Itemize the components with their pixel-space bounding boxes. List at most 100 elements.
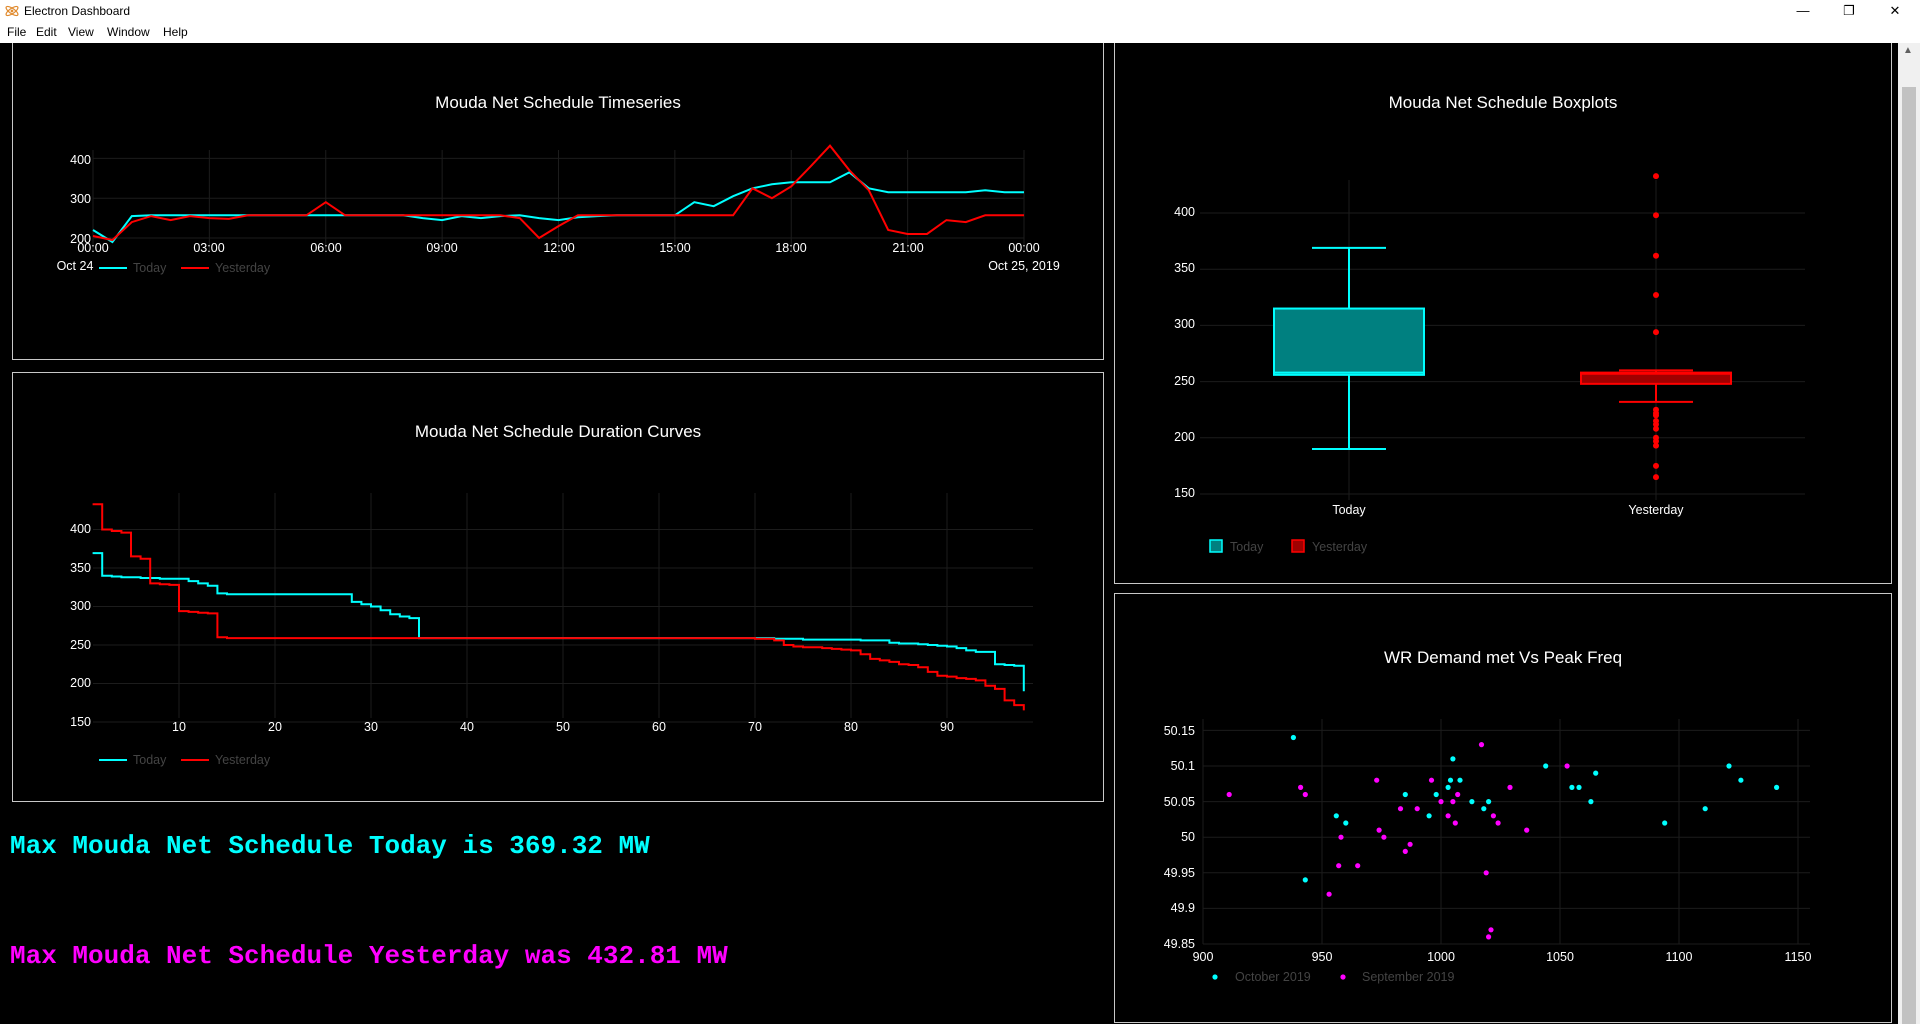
x-tick: 40 xyxy=(460,720,474,734)
x-tick: 1000 xyxy=(1427,950,1455,964)
legend-yesterday[interactable]: Yesterday xyxy=(1312,540,1368,554)
x-tick: 1150 xyxy=(1785,950,1812,964)
outlier-point xyxy=(1653,329,1659,336)
electron-app-icon xyxy=(5,5,19,17)
scatter-point-october xyxy=(1402,791,1408,798)
outlier-point xyxy=(1653,252,1659,259)
x-tick: 90 xyxy=(940,720,954,734)
scatter-point-october xyxy=(1447,777,1454,783)
legend-october[interactable]: October 2019 xyxy=(1235,970,1311,984)
scatter-point-october xyxy=(1726,763,1732,769)
legend-yesterday[interactable]: Yesterday xyxy=(215,753,271,767)
legend-yesterday-swatch xyxy=(1291,539,1305,553)
scatter-point-september xyxy=(1397,806,1404,812)
boxplot-title: Mouda Net Schedule Boxplots xyxy=(1389,93,1618,112)
y-tick: 300 xyxy=(70,192,91,206)
y-tick: 300 xyxy=(1174,317,1195,331)
box-iqr xyxy=(1273,307,1425,376)
x-tick: 900 xyxy=(1193,950,1214,964)
menu-help[interactable]: Help xyxy=(163,25,188,39)
legend-yesterday[interactable]: Yesterday xyxy=(215,261,271,275)
scatter-point-september xyxy=(1374,777,1380,783)
y-tick: 400 xyxy=(70,522,91,536)
scatter-point-october xyxy=(1302,877,1308,883)
duration-chart: Mouda Net Schedule Duration Curves 10 20… xyxy=(70,422,1033,767)
scatter-point-september xyxy=(1564,763,1570,769)
vertical-scrollbar[interactable]: ▲ xyxy=(1898,43,1920,1024)
scrollbar-thumb[interactable] xyxy=(1902,87,1916,1024)
scatter-point-october xyxy=(1433,791,1439,798)
menu-edit[interactable]: Edit xyxy=(36,25,57,39)
y-tick: 200 xyxy=(70,232,91,246)
scatter-xaxis: 900 950 1000 1050 1100 1150 xyxy=(1193,950,1812,964)
y-tick: 49.85 xyxy=(1164,937,1195,951)
scatter-point-october xyxy=(1593,770,1599,776)
y-tick: 300 xyxy=(70,599,91,613)
scatter-point-september xyxy=(1488,927,1494,933)
timeseries-xaxis: 00:00 03:00 06:00 09:00 12:00 15:00 18:0… xyxy=(57,241,1060,273)
scatter-point-october xyxy=(1486,799,1492,805)
scatter-point-october xyxy=(1569,784,1575,790)
legend-today[interactable]: Today xyxy=(133,753,167,767)
x-tick: 06:00 xyxy=(310,241,341,255)
scatter-point-september xyxy=(1336,863,1342,869)
scatter-point-october xyxy=(1343,820,1349,826)
scatter-point-october xyxy=(1457,777,1463,783)
x-tick: 60 xyxy=(652,720,666,734)
max-today-text: Max Mouda Net Schedule Today is 369.32 M… xyxy=(10,831,650,861)
menu-file[interactable]: File xyxy=(7,25,27,39)
scatter-point-september xyxy=(1486,934,1492,940)
restore-button[interactable]: ❐ xyxy=(1843,3,1855,18)
boxplot-legend: Today Yesterday xyxy=(1209,539,1368,554)
outlier-point xyxy=(1653,462,1659,469)
menu-bar: File Edit View Window Help xyxy=(0,22,1920,43)
legend-today[interactable]: Today xyxy=(133,261,167,275)
x-category-today: Today xyxy=(1332,503,1366,517)
y-tick: 50.05 xyxy=(1164,795,1195,809)
scatter-point-september xyxy=(1376,827,1382,833)
menu-window[interactable]: Window xyxy=(107,25,150,39)
scatter-point-september xyxy=(1381,834,1387,840)
duration-title: Mouda Net Schedule Duration Curves xyxy=(415,422,701,441)
scatter-point-october xyxy=(1469,799,1475,805)
close-button[interactable]: ✕ xyxy=(1889,3,1901,18)
x-tick: 950 xyxy=(1312,950,1333,964)
y-tick: 49.95 xyxy=(1164,866,1195,880)
x-tick: 20 xyxy=(268,720,282,734)
scatter-point-october xyxy=(1333,813,1339,819)
scatter-title: WR Demand met Vs Peak Freq xyxy=(1384,648,1622,667)
y-tick: 350 xyxy=(70,561,91,575)
outlier-point xyxy=(1653,292,1659,299)
outlier-point xyxy=(1653,442,1659,449)
scatter-point-september xyxy=(1455,791,1461,798)
box-today xyxy=(1273,246,1425,451)
scroll-up-arrow-icon[interactable]: ▲ xyxy=(1903,45,1913,56)
duration-panel: Mouda Net Schedule Duration Curves 10 20… xyxy=(12,372,1104,802)
legend-today[interactable]: Today xyxy=(1230,540,1264,554)
scatter-panel: WR Demand met Vs Peak Freq 900 950 1000 … xyxy=(1114,593,1892,1023)
scatter-point-september xyxy=(1524,827,1530,833)
x-tick: 30 xyxy=(364,720,378,734)
window-title: Electron Dashboard xyxy=(24,4,131,18)
scatter-point-october xyxy=(1450,756,1456,762)
menu-view[interactable]: View xyxy=(68,25,94,39)
minimize-button[interactable]: — xyxy=(1796,3,1810,18)
scatter-point-october xyxy=(1738,777,1744,783)
outlier-point xyxy=(1653,438,1659,445)
scatter-point-september xyxy=(1298,784,1304,790)
x-tick-date-right: Oct 25, 2019 xyxy=(988,259,1060,273)
box-yesterday xyxy=(1580,173,1732,481)
legend-september[interactable]: September 2019 xyxy=(1362,970,1454,984)
scatter-point-september xyxy=(1402,848,1408,854)
scatter-point-october xyxy=(1481,806,1487,812)
x-tick: 70 xyxy=(748,720,762,734)
scatter-point-september xyxy=(1507,784,1513,790)
x-tick: 15:00 xyxy=(659,241,690,255)
scatter-yaxis: 49.85 49.9 49.95 50 50.05 50.1 50.15 xyxy=(1164,724,1195,951)
x-tick: 1050 xyxy=(1546,950,1574,964)
x-tick: 21:00 xyxy=(892,241,923,255)
x-tick: 03:00 xyxy=(193,241,224,255)
y-tick: 50.1 xyxy=(1171,759,1195,773)
duration-xaxis: 10 20 30 40 50 60 70 80 90 xyxy=(172,720,954,734)
scatter-point-september xyxy=(1452,820,1458,826)
